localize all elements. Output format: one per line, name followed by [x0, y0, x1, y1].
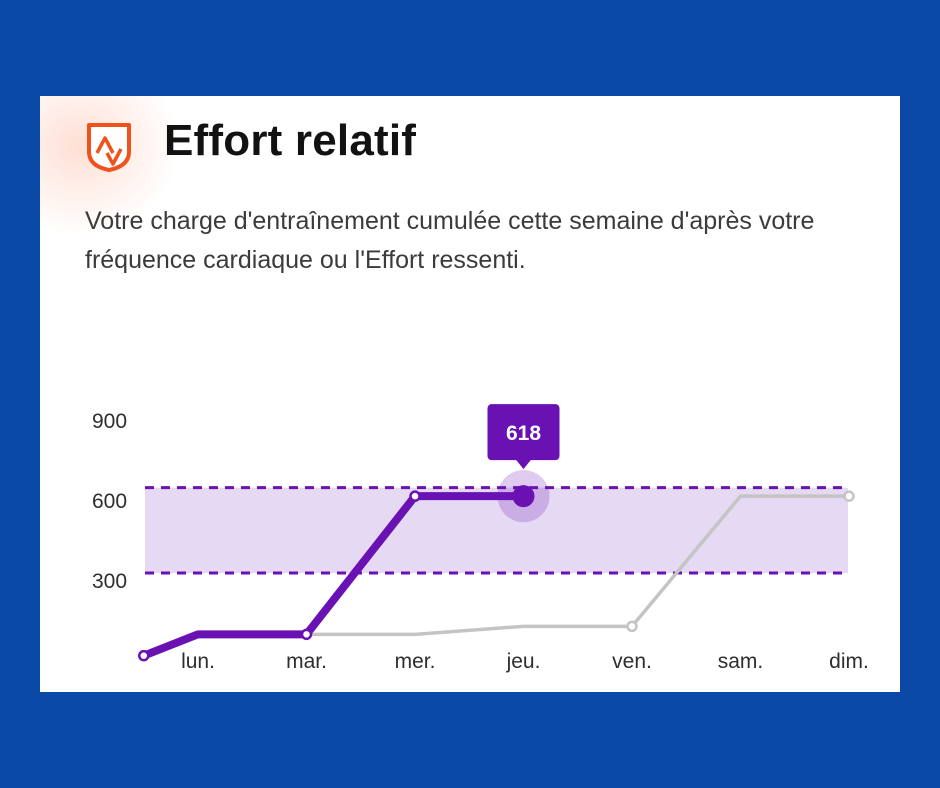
x-category-label: mer.: [395, 650, 436, 673]
value-tooltip: [487, 404, 560, 461]
target-range-band: [145, 487, 848, 573]
effort-chart: 900 600 300 618 lun. mar. mer. jeu. ven. sam. di…: [92, 404, 869, 673]
y-tick-label: 600: [92, 490, 127, 513]
value-tooltip-pointer: [515, 459, 532, 470]
y-tick-label: 900: [92, 410, 127, 433]
current-week-point: [300, 628, 313, 641]
strava-shield-icon: [85, 122, 133, 172]
x-category-label: mar.: [286, 650, 327, 673]
current-week-point: [409, 490, 421, 502]
relative-effort-card: Effort relatif Votre charge d'entraîneme…: [40, 96, 900, 692]
current-week-point: [138, 649, 150, 662]
y-tick-label: 300: [92, 570, 127, 593]
previous-week-point: [626, 620, 638, 633]
value-tooltip-label: 618: [506, 422, 541, 445]
card-title: Effort relatif: [164, 116, 417, 165]
x-category-label: dim.: [829, 650, 869, 673]
highlight-point: [512, 485, 535, 508]
x-category-label: lun.: [181, 650, 215, 673]
previous-week-line: [306, 494, 849, 637]
x-category-label: ven.: [612, 650, 652, 673]
previous-week-point: [843, 490, 855, 502]
x-category-label: jeu.: [506, 650, 541, 673]
x-category-label: sam.: [718, 650, 764, 673]
card-description: Votre charge d'entraînement cumulée cett…: [85, 207, 815, 274]
